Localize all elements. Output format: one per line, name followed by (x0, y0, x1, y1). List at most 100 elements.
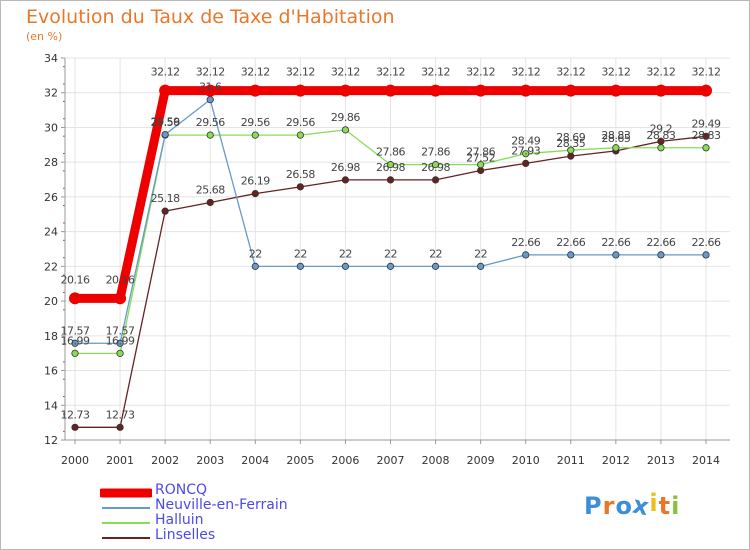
data-label: 26.98 (376, 161, 405, 174)
data-label: 32.12 (511, 66, 540, 79)
series-layer (69, 84, 712, 431)
data-label: 17.57 (61, 324, 90, 337)
legend: RONCQ Neuville-en-Ferrain Halluin Linsel… (100, 482, 400, 545)
data-label: 28.35 (556, 137, 585, 150)
x-tick-label: 2014 (692, 454, 720, 467)
data-point (612, 144, 620, 152)
y-tick-label: 30 (44, 121, 58, 134)
data-point (564, 84, 577, 97)
data-label: 17.57 (106, 324, 135, 337)
data-point (249, 84, 262, 97)
data-point (161, 207, 169, 215)
legend-swatch (100, 488, 152, 498)
data-point (71, 339, 79, 347)
x-tick-label: 2005 (286, 454, 314, 467)
data-point (341, 176, 350, 184)
data-point (386, 262, 395, 270)
data-point (567, 251, 575, 259)
y-tick-label: 26 (44, 191, 58, 204)
data-label: 25.68 (196, 183, 225, 196)
data-point (159, 84, 172, 97)
x-tick-label: 2013 (647, 454, 675, 467)
data-label: 27.93 (511, 144, 540, 157)
data-point (702, 132, 710, 140)
data-point (71, 423, 79, 431)
data-label: 28.83 (601, 129, 630, 142)
data-point (116, 339, 124, 347)
data-point (69, 292, 81, 305)
y-tick-label: 22 (44, 260, 58, 273)
data-point (431, 161, 440, 169)
data-label: 29.56 (196, 116, 225, 129)
y-tick-label: 12 (44, 434, 58, 447)
data-label: 27.86 (421, 146, 450, 159)
data-point (296, 183, 304, 191)
x-tick-label: 2011 (557, 454, 585, 467)
data-point (519, 84, 532, 97)
data-point (702, 144, 710, 152)
data-point (296, 131, 304, 139)
data-point (294, 84, 307, 97)
grid-layer (65, 57, 730, 441)
y-axis-unit: (en %) (26, 30, 63, 43)
x-tick-label: 2012 (602, 454, 630, 467)
data-point (477, 166, 485, 175)
data-label: 26.98 (421, 161, 450, 174)
data-label: 22 (429, 247, 442, 260)
data-label: 27.52 (466, 152, 495, 165)
data-point (386, 161, 395, 169)
data-label: 29.59 (151, 116, 180, 129)
y-tick-label: 28 (44, 156, 58, 169)
y-tick-label: 16 (44, 365, 58, 378)
legend-item: Halluin (100, 512, 400, 530)
data-label: 22.66 (601, 236, 630, 249)
data-point (116, 349, 124, 357)
legend-item: Neuville-en-Ferrain (100, 497, 400, 515)
data-label: 29.86 (331, 111, 360, 124)
data-label: 22 (474, 247, 487, 260)
data-point (429, 84, 442, 97)
data-point (384, 84, 397, 97)
data-point (522, 150, 530, 158)
data-label: 22 (294, 247, 307, 260)
data-label: 22 (384, 247, 397, 260)
data-label: 22.66 (692, 236, 721, 249)
data-label: 32.12 (241, 66, 270, 79)
legend-swatch (102, 522, 150, 524)
legend-swatch (102, 537, 150, 539)
data-label: 29.56 (241, 116, 270, 129)
data-point (567, 146, 575, 154)
data-label: 32.12 (692, 66, 721, 79)
legend-label: Neuville-en-Ferrain (155, 497, 288, 513)
y-tick-label: 32 (44, 87, 58, 100)
data-label: 29.56 (151, 116, 180, 129)
data-label: 32.12 (646, 66, 675, 79)
data-point (657, 144, 665, 152)
data-point (431, 262, 440, 270)
data-label: 27.86 (376, 146, 405, 159)
data-label: 12.73 (106, 408, 135, 421)
proxiti-logo: Proxiti (584, 489, 681, 522)
data-point (114, 292, 127, 305)
data-point (702, 251, 710, 259)
data-point (522, 251, 530, 259)
data-point (206, 131, 214, 139)
data-label: 32.12 (421, 66, 450, 79)
data-point (612, 251, 620, 259)
data-label-layer: 12.73 12.73 25.18 25.68 26.19 26.58 26.98 26.98… (61, 66, 722, 422)
x-tick-label: 2006 (331, 454, 359, 467)
data-label: 28.83 (692, 129, 721, 142)
y-tick-label: 20 (44, 295, 58, 308)
x-tick-label: 2009 (467, 454, 495, 467)
data-label: 26.98 (331, 161, 360, 174)
y-tick-label: 14 (44, 399, 58, 412)
data-point (251, 190, 259, 198)
data-label: 28.49 (511, 135, 540, 148)
data-point (206, 96, 214, 104)
x-tick-label: 2008 (422, 454, 450, 467)
x-tick-label: 2003 (196, 454, 224, 467)
data-label: 32.12 (556, 66, 585, 79)
data-label: 22 (249, 247, 262, 260)
data-label: 20.16 (61, 273, 90, 286)
